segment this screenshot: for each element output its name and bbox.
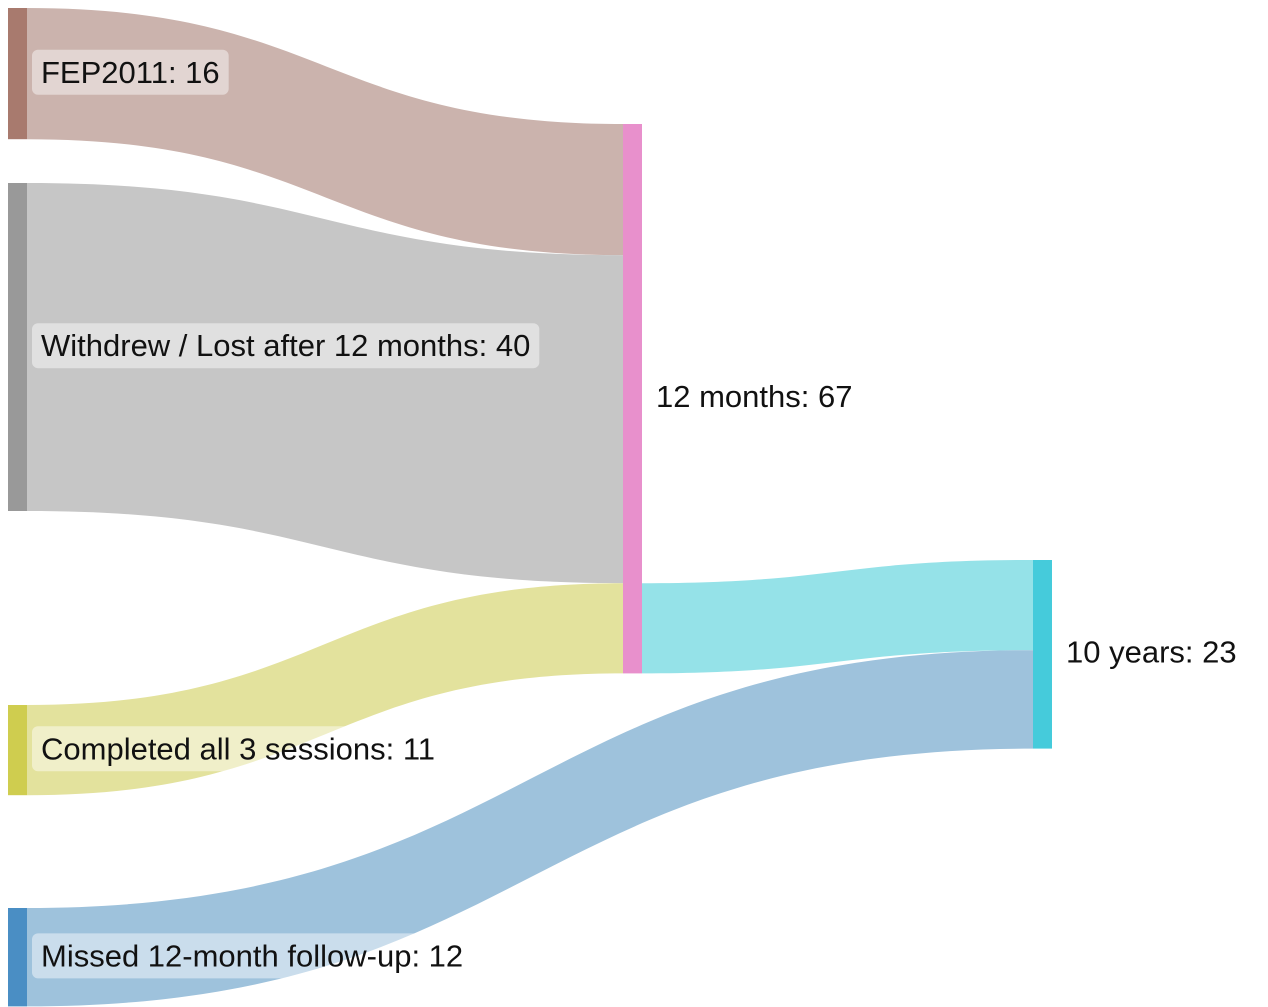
link: [27, 650, 1033, 1007]
node: [8, 705, 27, 796]
node-label: Withdrew / Lost after 12 months: 40: [41, 328, 530, 363]
label-background: [32, 49, 229, 95]
node: [8, 8, 27, 140]
node: [1033, 560, 1052, 749]
label-background: [32, 933, 473, 979]
node: [623, 124, 642, 674]
node-label: Completed all 3 sessions: 11: [41, 731, 435, 766]
node-label: Missed 12-month follow-up: 12: [41, 938, 463, 973]
node: [8, 183, 27, 511]
node: [8, 908, 27, 1007]
node-label: FEP2011: 16: [41, 55, 220, 90]
link: [642, 560, 1033, 674]
link: [27, 583, 623, 796]
label-background: [32, 726, 445, 772]
label-background: [32, 323, 540, 369]
link: [27, 183, 623, 584]
link: [27, 8, 623, 256]
node-label: 12 months: 67: [656, 379, 852, 414]
links: [27, 8, 1033, 1007]
node-label: 10 years: 23: [1066, 634, 1237, 669]
